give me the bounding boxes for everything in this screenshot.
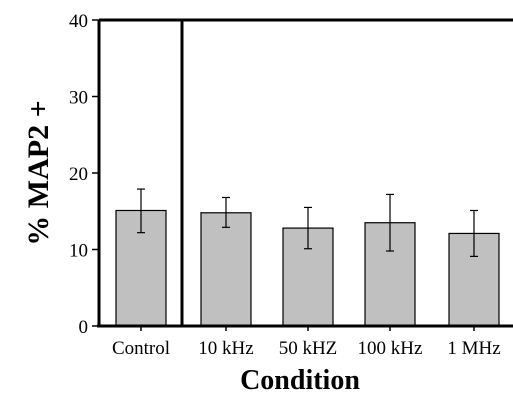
x-tick-label-0: Control: [112, 338, 170, 359]
error-bars-group: [137, 188, 478, 257]
y-ticks-group: 0 10 20 30 40: [69, 11, 99, 338]
y-axis-title: % MAP2 +: [22, 100, 55, 245]
x-axis-title: Condition: [240, 365, 360, 396]
y-tick-label-0: 0: [79, 317, 89, 338]
x-tick-label-1: 10 kHz: [198, 338, 253, 359]
x-ticks-group: Control 10 kHz 50 kHZ 100 kHz 1 MHz: [112, 326, 501, 359]
bar-1: [200, 212, 252, 327]
bar-3: [364, 222, 416, 327]
x-tick-label-3: 100 kHz: [358, 338, 423, 359]
y-tick-label-3: 30: [69, 88, 88, 109]
y-tick-label-1: 10: [69, 241, 88, 262]
y-tick-label-4: 40: [69, 11, 88, 32]
y-tick-label-2: 20: [69, 164, 88, 185]
x-tick-label-2: 50 kHZ: [279, 338, 338, 359]
x-tick-label-4: 1 MHz: [447, 338, 500, 359]
